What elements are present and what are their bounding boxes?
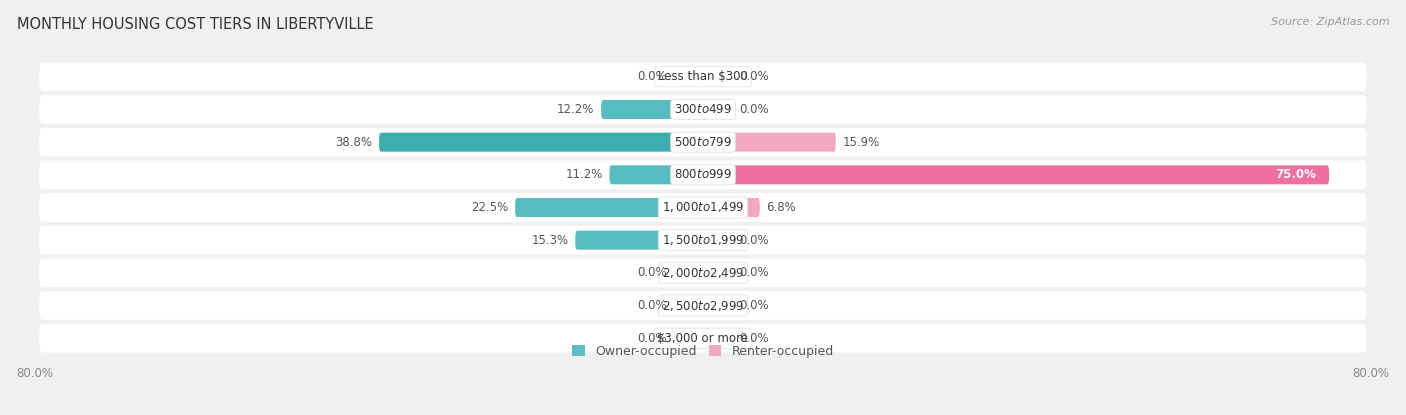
- Text: 0.0%: 0.0%: [740, 103, 769, 116]
- FancyBboxPatch shape: [39, 95, 1367, 124]
- Text: $1,000 to $1,499: $1,000 to $1,499: [662, 200, 744, 215]
- Text: $2,000 to $2,499: $2,000 to $2,499: [662, 266, 744, 280]
- Text: 22.5%: 22.5%: [471, 201, 509, 214]
- FancyBboxPatch shape: [703, 165, 1329, 184]
- FancyBboxPatch shape: [380, 133, 703, 151]
- FancyBboxPatch shape: [703, 133, 835, 151]
- FancyBboxPatch shape: [609, 165, 703, 184]
- Text: 0.0%: 0.0%: [740, 266, 769, 279]
- FancyBboxPatch shape: [39, 324, 1367, 353]
- FancyBboxPatch shape: [575, 231, 703, 250]
- FancyBboxPatch shape: [39, 291, 1367, 320]
- FancyBboxPatch shape: [602, 100, 703, 119]
- Text: 11.2%: 11.2%: [565, 168, 603, 181]
- FancyBboxPatch shape: [703, 329, 733, 348]
- Text: 0.0%: 0.0%: [637, 299, 666, 312]
- FancyBboxPatch shape: [39, 161, 1367, 189]
- FancyBboxPatch shape: [673, 67, 703, 86]
- Text: 12.2%: 12.2%: [557, 103, 595, 116]
- FancyBboxPatch shape: [39, 259, 1367, 287]
- Text: 0.0%: 0.0%: [637, 70, 666, 83]
- Text: 0.0%: 0.0%: [740, 299, 769, 312]
- Text: 15.9%: 15.9%: [842, 136, 880, 149]
- Text: 0.0%: 0.0%: [740, 70, 769, 83]
- Text: $300 to $499: $300 to $499: [673, 103, 733, 116]
- FancyBboxPatch shape: [703, 198, 759, 217]
- FancyBboxPatch shape: [673, 264, 703, 282]
- Text: 75.0%: 75.0%: [1275, 168, 1316, 181]
- FancyBboxPatch shape: [703, 67, 733, 86]
- FancyBboxPatch shape: [39, 62, 1367, 91]
- FancyBboxPatch shape: [673, 329, 703, 348]
- FancyBboxPatch shape: [703, 264, 733, 282]
- FancyBboxPatch shape: [703, 296, 733, 315]
- Text: 0.0%: 0.0%: [740, 332, 769, 345]
- Text: 6.8%: 6.8%: [766, 201, 796, 214]
- Text: $3,000 or more: $3,000 or more: [658, 332, 748, 345]
- FancyBboxPatch shape: [39, 193, 1367, 222]
- Text: $1,500 to $1,999: $1,500 to $1,999: [662, 233, 744, 247]
- Text: 38.8%: 38.8%: [336, 136, 373, 149]
- FancyBboxPatch shape: [703, 231, 733, 250]
- Text: Source: ZipAtlas.com: Source: ZipAtlas.com: [1271, 17, 1389, 27]
- Text: Less than $300: Less than $300: [658, 70, 748, 83]
- FancyBboxPatch shape: [515, 198, 703, 217]
- FancyBboxPatch shape: [39, 226, 1367, 254]
- Text: 15.3%: 15.3%: [531, 234, 568, 247]
- FancyBboxPatch shape: [39, 128, 1367, 156]
- Text: MONTHLY HOUSING COST TIERS IN LIBERTYVILLE: MONTHLY HOUSING COST TIERS IN LIBERTYVIL…: [17, 17, 374, 32]
- FancyBboxPatch shape: [673, 296, 703, 315]
- Text: $500 to $799: $500 to $799: [673, 136, 733, 149]
- Text: 0.0%: 0.0%: [637, 332, 666, 345]
- Text: $2,500 to $2,999: $2,500 to $2,999: [662, 298, 744, 312]
- Legend: Owner-occupied, Renter-occupied: Owner-occupied, Renter-occupied: [572, 345, 834, 358]
- Text: 0.0%: 0.0%: [740, 234, 769, 247]
- Text: 0.0%: 0.0%: [637, 266, 666, 279]
- Text: $800 to $999: $800 to $999: [673, 168, 733, 181]
- FancyBboxPatch shape: [703, 100, 733, 119]
